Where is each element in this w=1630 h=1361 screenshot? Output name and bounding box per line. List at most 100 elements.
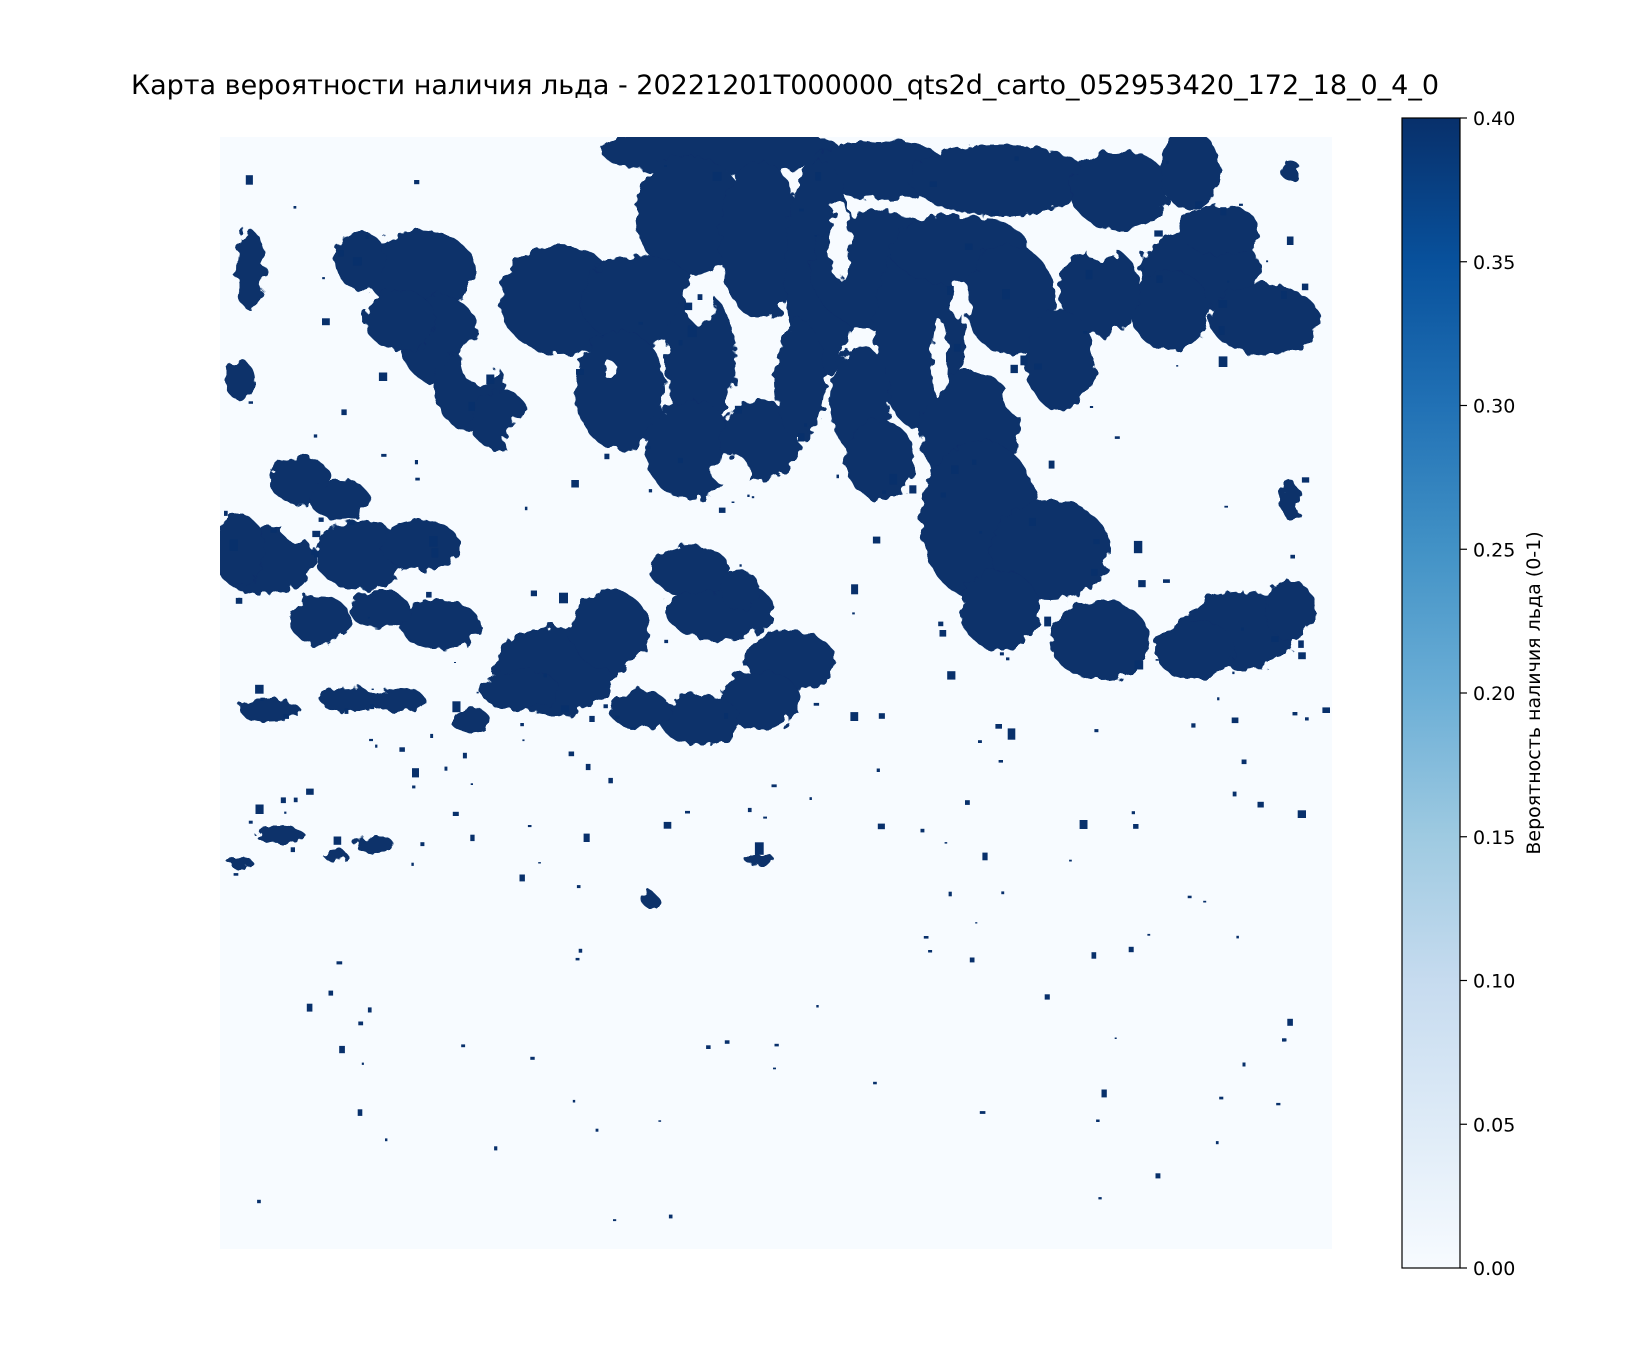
ice-region	[290, 595, 350, 645]
ice-speckle	[349, 521, 355, 526]
ice-region	[660, 695, 740, 745]
ice-region	[320, 688, 380, 712]
ice-speckle	[462, 752, 467, 759]
colorbar-ticks: 0.00 0.05 0.10 0.15 0.20 0.25 0.30 0.35 0.40	[1460, 108, 1515, 1280]
ice-speckle	[1089, 406, 1094, 408]
ice-region	[575, 330, 665, 450]
ice-speckle	[470, 834, 475, 842]
ice-speckle	[882, 490, 887, 494]
ice-speckle	[341, 409, 347, 416]
ice-speckle	[663, 821, 672, 829]
ice-speckle	[538, 862, 541, 864]
ice-speckle	[751, 496, 755, 499]
ice-speckle	[995, 724, 1002, 729]
ice-region	[580, 255, 700, 345]
ice-region	[910, 145, 1090, 215]
ice-speckle	[739, 564, 742, 567]
ice-speckle	[1271, 636, 1279, 642]
ice-speckle	[724, 713, 729, 719]
ice-speckles	[224, 156, 1330, 1222]
ice-speckle	[444, 766, 448, 771]
ice-speckle	[333, 836, 342, 845]
ice-speckle	[1301, 283, 1309, 291]
ice-speckle	[1195, 201, 1203, 209]
ice-speckle	[969, 957, 975, 963]
ice-region	[350, 590, 410, 630]
ice-speckle	[687, 325, 697, 338]
ice-speckle	[426, 591, 432, 598]
ice-speckle	[982, 852, 988, 861]
ice-speckle	[293, 206, 297, 209]
ice-speckle	[1001, 891, 1005, 895]
ice-speckle	[1217, 697, 1220, 701]
ice-speckle	[1096, 1119, 1100, 1122]
ice-speckle	[1218, 326, 1225, 335]
ice-speckle	[1218, 300, 1228, 308]
ice-speckle	[975, 922, 978, 924]
ice-speckle	[923, 936, 929, 939]
ice-speckle	[1085, 269, 1093, 280]
ice-speckle	[771, 784, 777, 788]
ice-speckle	[233, 873, 239, 876]
ice-speckle	[322, 318, 330, 326]
ice-speckle	[939, 630, 947, 637]
ice-speckle	[369, 738, 373, 742]
ice-speckle	[809, 797, 812, 800]
ice-speckle	[494, 1146, 498, 1151]
ice-speckle	[1142, 267, 1145, 271]
ice-region	[1070, 150, 1170, 230]
ice-speckle	[1134, 660, 1144, 670]
ice-speckle	[850, 712, 859, 721]
ice-speckle	[816, 1005, 819, 1008]
ice-speckle	[583, 833, 590, 842]
chart-title: Карта вероятности наличия льда - 2022120…	[130, 70, 1440, 101]
ice-speckle	[1239, 203, 1243, 206]
colorbar-tick-label: 0.05	[1473, 1114, 1515, 1136]
ice-speckle	[1155, 659, 1159, 661]
ice-region	[720, 670, 800, 730]
ice-speckle	[1094, 729, 1099, 733]
ice-speckle	[1006, 657, 1010, 661]
ice-region	[665, 290, 735, 430]
ice-speckle	[940, 492, 946, 498]
ice-speckle	[470, 783, 473, 785]
ice-region	[642, 892, 658, 908]
ice-speckle	[522, 739, 525, 742]
ice-speckle	[524, 506, 528, 511]
ice-speckle	[1091, 952, 1097, 959]
ice-speckle	[872, 536, 881, 544]
ice-speckle	[1007, 728, 1016, 740]
ice-region	[450, 708, 490, 732]
ice-speckle	[648, 489, 653, 493]
ice-speckle	[1002, 289, 1010, 300]
ice-speckle	[1154, 230, 1163, 237]
ice-speckle	[1292, 712, 1298, 716]
ice-speckle	[1131, 811, 1135, 815]
ice-region	[220, 515, 265, 585]
ice-speckle	[928, 950, 933, 953]
ice-speckle	[1128, 946, 1134, 953]
ice-region	[1025, 310, 1095, 410]
ice-speckle	[677, 457, 683, 464]
ice-speckle	[339, 1045, 345, 1054]
ice-speckle	[576, 369, 584, 375]
ice-speckle	[1083, 331, 1088, 334]
ice-speckle	[815, 172, 822, 181]
ice-region	[960, 570, 1040, 650]
ice-speckle	[1298, 640, 1304, 648]
ice-speckle	[1155, 1173, 1161, 1179]
ice-speckle	[224, 510, 228, 516]
ice-speckle	[255, 684, 264, 694]
colorbar-tick-label: 0.10	[1473, 971, 1515, 993]
ice-speckle	[1305, 717, 1309, 721]
ice-speckle	[530, 590, 537, 597]
ice-speckle	[312, 530, 321, 538]
ice-speckle	[1242, 1062, 1246, 1067]
ice-speckle	[306, 1003, 313, 1012]
ice-speckle	[1215, 1141, 1219, 1145]
ice-speckle	[604, 453, 610, 460]
ice-speckle	[543, 673, 547, 678]
ice-speckle	[452, 811, 459, 816]
ice-speckle	[1044, 616, 1052, 627]
ice-speckle	[938, 621, 944, 627]
